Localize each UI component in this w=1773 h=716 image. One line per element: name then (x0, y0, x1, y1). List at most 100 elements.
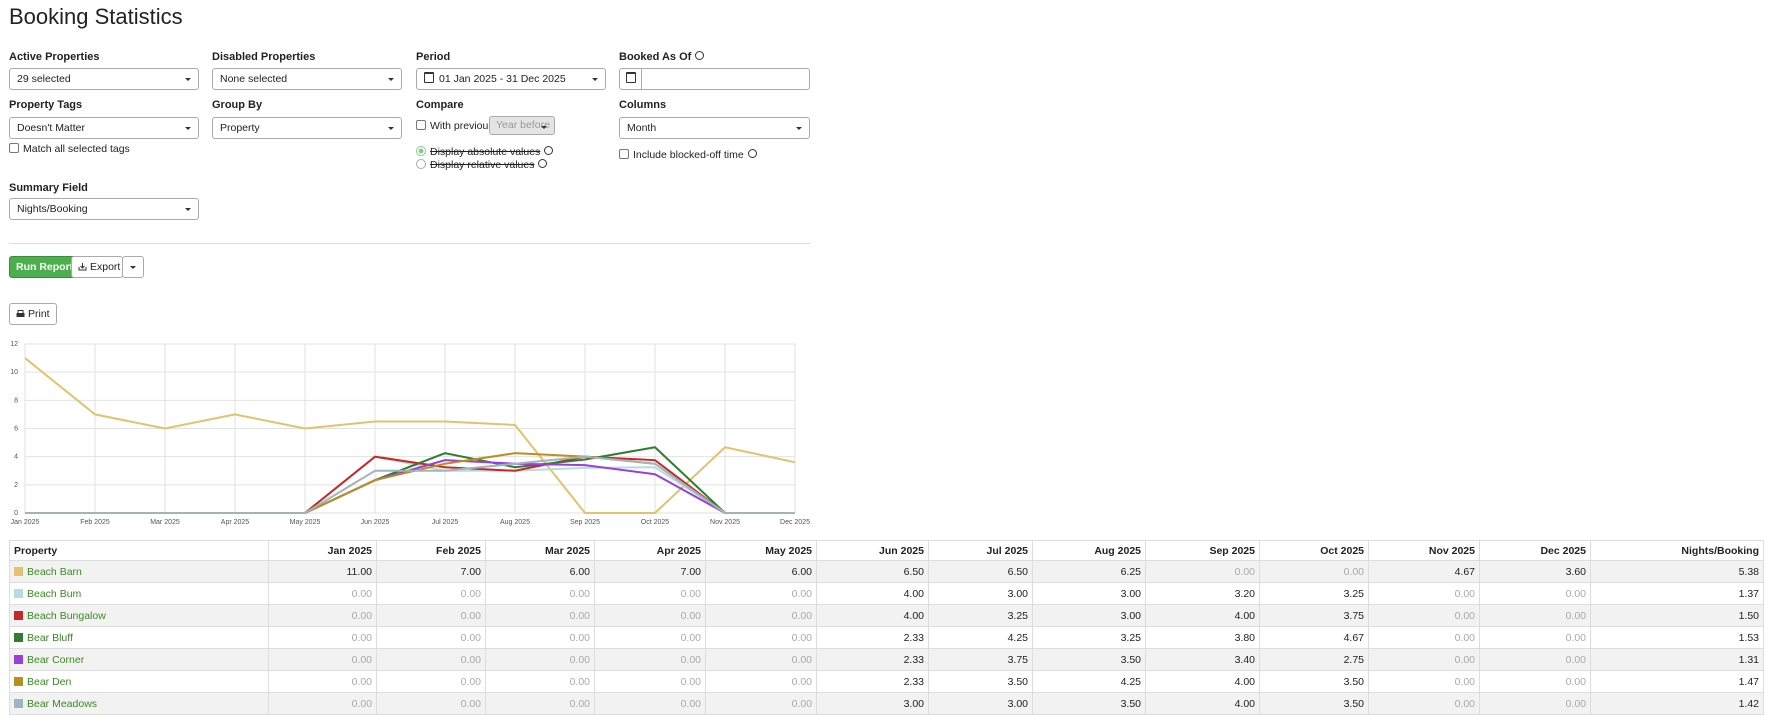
value-cell: 6.50 (928, 560, 1033, 583)
property-link[interactable]: Beach Barn (27, 565, 82, 578)
value-cell: 0.00 (705, 604, 817, 627)
print-button[interactable]: Print (9, 303, 57, 325)
value-cell: 0.00 (268, 582, 377, 605)
select[interactable]: Doesn't Matter (9, 117, 199, 139)
radio[interactable]: Display relative values (416, 159, 548, 171)
property-link[interactable]: Bear Bluff (27, 631, 73, 644)
legend-swatch (14, 610, 23, 620)
value-cell: 3.00 (816, 692, 929, 715)
legend-swatch (14, 698, 23, 708)
checkbox[interactable]: Match all selected tags (9, 143, 130, 155)
value-cell: 0.00 (268, 648, 377, 671)
value-cell: 1.53 (1590, 626, 1764, 649)
field-label: Period (416, 51, 451, 63)
select[interactable]: None selected (212, 68, 402, 90)
field-label: Booked As Of (619, 51, 705, 63)
value-cell: 0.00 (705, 626, 817, 649)
property-link[interactable]: Bear Meadows (27, 697, 98, 710)
legend-swatch (14, 588, 23, 598)
value-cell: 3.00 (928, 692, 1033, 715)
select[interactable]: Nights/Booking (9, 198, 199, 220)
value-cell: 0.00 (485, 604, 595, 627)
column-header: Apr 2025 (594, 540, 706, 561)
run-report-button[interactable]: Run Report (9, 256, 81, 278)
print-icon (16, 310, 25, 317)
field-label: Disabled Properties (212, 51, 316, 63)
column-header: Oct 2025 (1259, 540, 1369, 561)
value-cell: 0.00 (1479, 604, 1591, 627)
value-cell: 0.00 (1479, 648, 1591, 671)
column-header: Property (9, 540, 269, 561)
value-cell: 2.33 (816, 648, 929, 671)
value-cell: 4.25 (928, 626, 1033, 649)
field-label: Active Properties (9, 51, 100, 63)
y-tick-label: 6 (14, 426, 18, 433)
value-cell: 3.75 (1259, 604, 1369, 627)
date-input[interactable] (619, 68, 810, 90)
button-label: Print (28, 308, 50, 320)
checkbox[interactable]: Include blocked-off time (619, 149, 757, 161)
select[interactable]: 29 selected (9, 68, 199, 90)
value-cell: 4.25 (1032, 670, 1146, 693)
radio[interactable]: Display absolute values (416, 146, 554, 158)
checkbox[interactable]: With previous (416, 120, 494, 132)
column-header: Nov 2025 (1368, 540, 1480, 561)
value-cell: 7.00 (594, 560, 706, 583)
value-cell: 0.00 (594, 692, 706, 715)
select[interactable]: Property (212, 117, 402, 139)
x-tick-label: Sep 2025 (570, 519, 600, 526)
y-tick-label: 0 (14, 510, 18, 517)
value-cell: 3.50 (1259, 692, 1369, 715)
checkbox-label: Match all selected tags (23, 143, 130, 155)
value-cell: 0.00 (594, 648, 706, 671)
y-tick-label: 4 (14, 454, 18, 461)
radio-label: Display absolute values (430, 146, 541, 158)
column-header: Sep 2025 (1145, 540, 1260, 561)
value-cell: 2.33 (816, 626, 929, 649)
export-dropdown[interactable] (122, 256, 144, 278)
legend-swatch (14, 566, 23, 576)
value-cell: 0.00 (268, 692, 377, 715)
y-tick-label: 12 (10, 341, 18, 348)
page-title: Booking Statistics (9, 4, 183, 29)
export-button[interactable]: Export (71, 256, 123, 278)
value-cell: 0.00 (594, 626, 706, 649)
value-cell: 0.00 (376, 582, 486, 605)
value-cell: 0.00 (376, 670, 486, 693)
value-cell: 0.00 (268, 604, 377, 627)
series-line (24, 357, 796, 514)
select[interactable]: Year before (489, 116, 555, 135)
value-cell: 1.50 (1590, 604, 1764, 627)
property-link[interactable]: Bear Den (27, 675, 72, 688)
property-cell: Beach Barn (9, 560, 269, 583)
field-label: Group By (212, 99, 263, 111)
value-cell: 3.50 (1259, 670, 1369, 693)
date-range-select[interactable]: 01 Jan 2025 - 31 Dec 2025 (416, 68, 606, 90)
value-cell: 0.00 (705, 648, 817, 671)
value-cell: 0.00 (485, 670, 595, 693)
value-cell: 0.00 (485, 692, 595, 715)
value-cell: 4.67 (1368, 560, 1480, 583)
value-cell: 1.42 (1590, 692, 1764, 715)
value-cell: 4.67 (1259, 626, 1369, 649)
x-tick-label: Jan 2025 (11, 519, 40, 526)
property-link[interactable]: Beach Bungalow (27, 609, 106, 622)
checkbox-label: With previous (430, 120, 494, 132)
value-cell: 0.00 (376, 626, 486, 649)
value-cell: 2.33 (816, 670, 929, 693)
value-cell: 0.00 (1259, 560, 1369, 583)
value-cell: 6.25 (1032, 560, 1146, 583)
value-cell: 0.00 (1479, 670, 1591, 693)
column-header: Jan 2025 (268, 540, 377, 561)
value-cell: 1.37 (1590, 582, 1764, 605)
value-cell: 3.25 (1032, 626, 1146, 649)
table-row: Beach Bum 0.00 0.00 0.00 0.00 0.00 4.00 3.00 3.0… (9, 582, 1764, 605)
property-cell: Bear Corner (9, 648, 269, 671)
value-cell: 4.00 (816, 582, 929, 605)
table-row: Beach Bungalow 0.00 0.00 0.00 0.00 0.00 4.00 3.… (9, 604, 1764, 627)
property-link[interactable]: Bear Corner (27, 653, 85, 666)
select[interactable]: Month (619, 117, 810, 139)
value-cell: 6.00 (705, 560, 817, 583)
x-tick-label: Oct 2025 (641, 519, 670, 526)
property-link[interactable]: Beach Bum (27, 587, 82, 600)
